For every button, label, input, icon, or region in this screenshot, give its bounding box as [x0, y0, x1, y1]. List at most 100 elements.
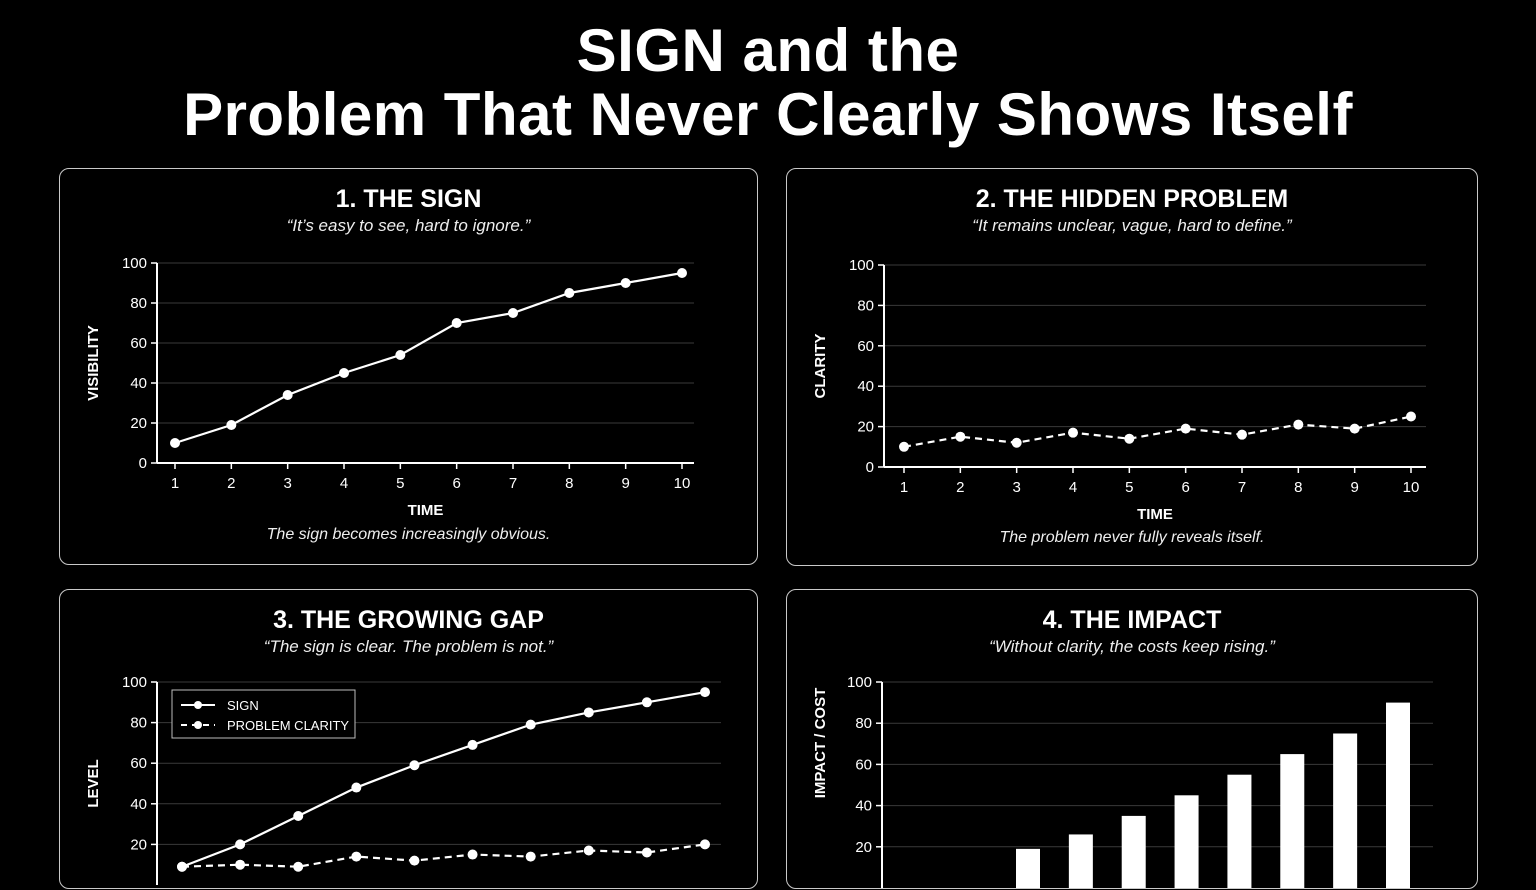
x-tick-label: 3 — [283, 475, 291, 492]
y-tick-label: 60 — [855, 756, 872, 773]
y-tick-label: 40 — [857, 378, 874, 395]
series-line-problem-clarity — [181, 843, 706, 868]
bar — [1280, 754, 1305, 888]
panel-title: 3. THE GROWING GAP — [273, 606, 544, 634]
y-tick-label: 0 — [139, 455, 147, 472]
y-axis-title: CLARITY — [812, 334, 829, 399]
data-point — [226, 420, 237, 430]
data-point — [351, 782, 362, 793]
y-tick-label: 20 — [857, 419, 874, 436]
legend-label: PROBLEM CLARITY — [227, 718, 349, 733]
legend-box — [171, 689, 356, 739]
x-tick-label: 10 — [1403, 479, 1420, 496]
y-tick-label: 60 — [130, 335, 147, 352]
y-tick-label: 80 — [130, 295, 147, 312]
y-tick-label: 100 — [847, 674, 872, 691]
data-point — [451, 318, 462, 328]
x-tick-label: 5 — [1125, 479, 1133, 496]
bar — [1174, 795, 1199, 888]
y-axis-title: VISIBILITY — [85, 325, 102, 401]
bar — [1333, 733, 1358, 888]
data-point — [1180, 423, 1191, 434]
y-tick-label: 80 — [130, 715, 147, 732]
x-tick-label: 8 — [1294, 479, 1302, 496]
y-tick-label: 40 — [130, 796, 147, 813]
hidden-problem-line-chart: 0 20 40 60 80 100 CLARITY 1 2 3 4 5 6 7 8 9 10 TIME — [812, 257, 1426, 523]
data-point — [677, 268, 687, 278]
data-point — [583, 845, 594, 856]
y-tick-label: 20 — [855, 839, 872, 856]
panel-subtitle: “Without clarity, the costs keep rising.… — [989, 637, 1275, 656]
data-point — [467, 739, 478, 750]
legend-swatch-dot — [194, 721, 202, 729]
data-point — [351, 851, 362, 862]
x-tick-label: 1 — [900, 479, 908, 496]
bar — [1121, 815, 1146, 888]
data-point — [1406, 411, 1416, 422]
x-tick-label: 4 — [340, 475, 348, 492]
data-point — [409, 760, 420, 771]
data-point — [564, 288, 575, 298]
data-point — [235, 839, 246, 850]
data-point — [339, 368, 349, 378]
data-point — [1124, 433, 1135, 444]
data-point — [235, 859, 246, 870]
x-tick-label: 4 — [1069, 479, 1077, 496]
panel-subtitle: “It’s easy to see, hard to ignore.” — [286, 216, 531, 235]
data-point — [467, 849, 478, 860]
impact-bar-chart: 20 40 60 80 100 IMPACT / COST — [812, 674, 1433, 888]
y-tick-label: 20 — [130, 836, 147, 853]
data-point — [508, 308, 518, 318]
data-point — [282, 390, 293, 400]
series-line-0 — [174, 271, 683, 445]
panel-impact: 4. THE IMPACT “Without clarity, the cost… — [786, 589, 1478, 889]
bar — [1016, 848, 1040, 888]
y-tick-label: 100 — [122, 255, 147, 272]
y-tick-label: 100 — [849, 257, 874, 274]
data-point — [641, 847, 652, 858]
data-point — [641, 697, 652, 708]
page-title-line-1: SIGN and the — [576, 17, 960, 84]
data-point — [955, 431, 966, 442]
legend-label: SIGN — [227, 698, 259, 713]
data-point — [1068, 427, 1078, 438]
y-tick-label: 100 — [122, 674, 147, 691]
y-tick-label: 80 — [855, 715, 872, 732]
bar — [1386, 702, 1410, 888]
x-axis-title: TIME — [1137, 506, 1173, 523]
series-line-sign — [181, 691, 706, 868]
y-tick-label: 60 — [857, 338, 874, 355]
data-point — [525, 851, 536, 862]
data-point — [177, 861, 187, 872]
data-point — [700, 839, 710, 850]
x-tick-label: 3 — [1012, 479, 1020, 496]
page-title-line-2: Problem That Never Clearly Shows Itself — [183, 81, 1353, 148]
x-tick-label: 7 — [509, 475, 517, 492]
data-point — [293, 810, 304, 821]
x-tick-label: 5 — [396, 475, 404, 492]
x-tick-label: 2 — [956, 479, 964, 496]
data-point — [525, 719, 536, 730]
data-point — [583, 707, 594, 718]
y-tick-label: 40 — [130, 375, 147, 392]
panel-sign: 1. THE SIGN “It’s easy to see, hard to i… — [59, 168, 758, 565]
data-point — [1293, 419, 1304, 430]
panel-growing-gap: 3. THE GROWING GAP “The sign is clear. T… — [59, 589, 758, 889]
x-tick-label: 7 — [1238, 479, 1246, 496]
legend-swatch-dot — [194, 701, 202, 709]
growing-gap-line-chart: 20 40 60 80 100 LEVEL SIGN PROBLEM CLARITY — [85, 674, 721, 885]
y-axis-title: IMPACT / COST — [812, 688, 829, 799]
data-point — [620, 278, 631, 288]
bar — [1227, 774, 1252, 888]
x-tick-label: 6 — [452, 475, 460, 492]
panel-title: 4. THE IMPACT — [1042, 606, 1222, 634]
data-point — [1011, 437, 1022, 448]
data-point — [293, 861, 304, 872]
panel-hidden-problem: 2. THE HIDDEN PROBLEM “It remains unclea… — [786, 168, 1478, 566]
x-axis-title: TIME — [408, 502, 444, 519]
x-tick-label: 9 — [621, 475, 629, 492]
data-point — [1349, 423, 1360, 434]
panel-subtitle: “The sign is clear. The problem is not.” — [263, 637, 554, 656]
data-point — [899, 441, 909, 452]
panel-subtitle: “It remains unclear, vague, hard to defi… — [972, 216, 1292, 235]
